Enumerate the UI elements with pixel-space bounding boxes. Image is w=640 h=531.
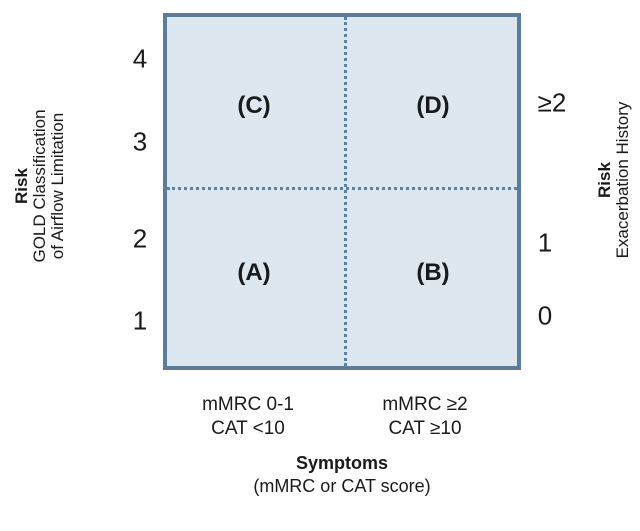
left-tick-1: 1 [132,305,148,336]
right-axis-label: Risk Exacerbation History [595,101,632,259]
symptom-high-mmrc: mMRC ≥2 [382,394,468,415]
left-tick-3: 3 [132,126,148,157]
symptom-column-high: mMRC ≥2 CAT ≥10 [382,393,467,441]
left-axis-subtitle-line2: of Airflow Limitation [47,112,67,260]
quadrant-c-label: (C) [237,92,271,119]
right-axis-title: Risk [595,162,615,198]
x-axis-subtitle: (mMRC or CAT score) [253,476,431,497]
left-axis-label: Risk GOLD Classification of Airflow Limi… [12,109,67,263]
right-tick-0: 0 [537,300,553,331]
quadrant-b-label: (B) [416,259,450,286]
vertical-divider [344,17,347,366]
symptom-high-cat: CAT ≥10 [388,417,462,439]
right-tick-1: 1 [537,227,553,258]
risk-grid: (C) (D) (A) (B) [163,13,521,370]
quadrant-a-label: (A) [237,259,271,286]
symptom-low-mmrc: mMRC 0-1 [202,394,294,415]
left-tick-4: 4 [132,43,148,74]
left-axis-subtitle-line1: GOLD Classification [30,109,50,263]
symptom-low-cat: CAT <10 [211,417,285,439]
right-axis-subtitle: Exacerbation History [613,101,632,259]
left-axis-title: Risk [12,168,32,204]
quadrant-d-label: (D) [416,92,450,119]
symptom-column-low: mMRC 0-1 CAT <10 [202,393,294,441]
right-tick-2plus: ≥2 [537,87,567,118]
x-axis-title: Symptoms [295,453,389,473]
x-axis-label: Symptoms (mMRC or CAT score) [253,452,430,499]
left-tick-2: 2 [132,223,148,254]
horizontal-divider [167,187,517,190]
